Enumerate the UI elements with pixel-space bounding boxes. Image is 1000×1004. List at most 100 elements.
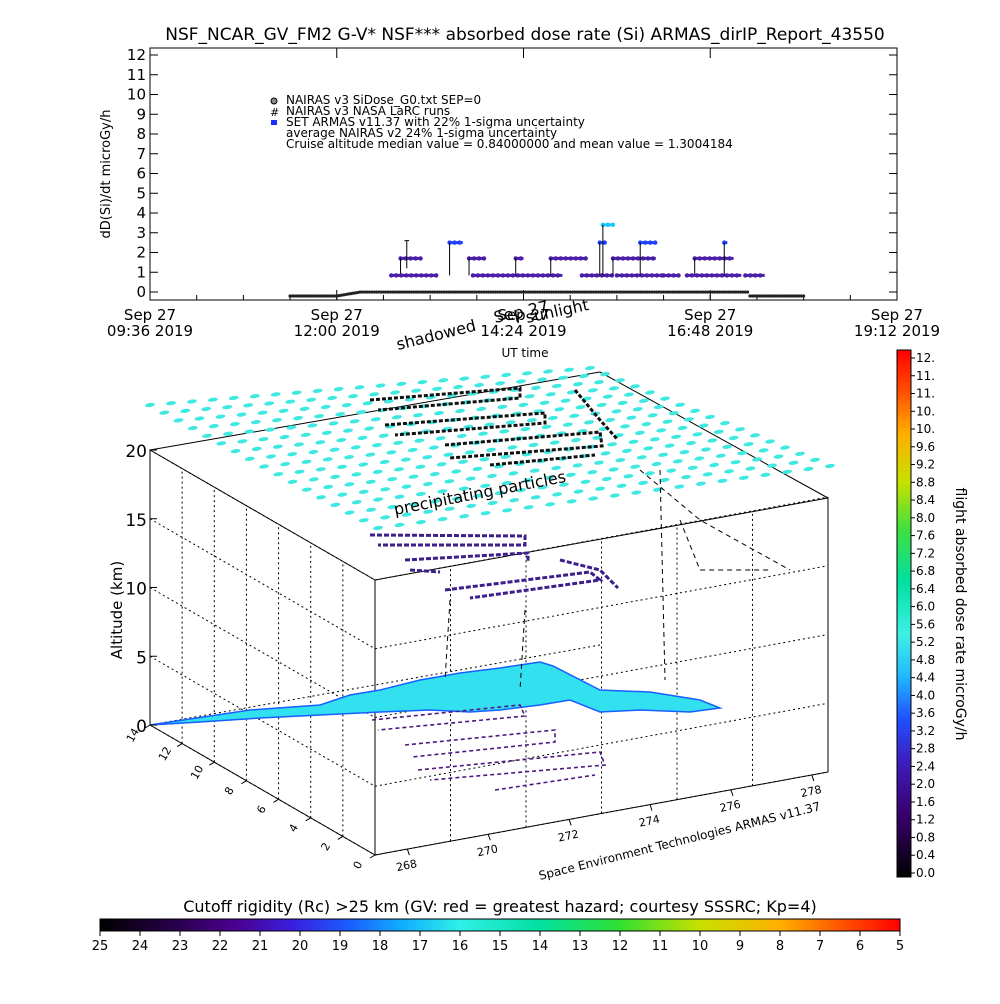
- nairas-point: [535, 290, 540, 294]
- rigidity-tick-label: 24: [132, 939, 149, 954]
- nairas-point: [729, 290, 733, 294]
- x-tick-label-date: Sep 27: [124, 306, 176, 324]
- nairas-point: [290, 294, 294, 298]
- nairas-point: [486, 290, 491, 294]
- armas-point: [545, 273, 551, 278]
- dose-tick-label: 0.4: [916, 848, 935, 862]
- grid-line-left: [149, 518, 376, 650]
- 3d-altitude-plot: [149, 371, 829, 856]
- particle-mark: [249, 394, 260, 399]
- particle-mark: [479, 457, 490, 462]
- lon-tick-label: 274: [638, 813, 661, 830]
- lon-tick-label: 270: [476, 842, 499, 859]
- nairas-point: [689, 290, 694, 294]
- particle-mark: [602, 394, 613, 399]
- armas-point: [505, 273, 511, 278]
- nairas-point: [703, 290, 708, 294]
- rigidity-tick-label: 18: [372, 939, 389, 954]
- particle-mark: [539, 400, 550, 405]
- nairas-point: [671, 290, 675, 294]
- dose-tick-label: 8.0: [916, 511, 935, 525]
- nairas-point: [484, 290, 488, 294]
- particle-mark: [700, 447, 711, 452]
- nairas-point: [566, 290, 570, 294]
- particle-mark: [223, 431, 234, 436]
- armas-point: [644, 273, 650, 278]
- particle-mark: [335, 412, 346, 417]
- particle-mark: [649, 437, 660, 442]
- nairas-point: [720, 290, 724, 294]
- particle-mark: [472, 466, 483, 471]
- armas-point: [719, 273, 725, 278]
- nairas-point: [706, 290, 710, 294]
- nairas-point: [802, 294, 806, 298]
- particle-mark: [243, 403, 254, 408]
- particle-mark: [373, 497, 384, 502]
- particle-mark: [293, 416, 303, 421]
- particle-mark: [605, 417, 616, 423]
- particle-mark: [623, 392, 634, 397]
- nairas-point: [510, 290, 514, 294]
- particle-mark: [758, 448, 769, 453]
- particle-mark: [366, 507, 376, 512]
- nairas-point: [433, 290, 437, 294]
- nairas-point: [400, 290, 404, 294]
- particle-mark: [595, 486, 606, 491]
- nairas-point: [591, 290, 596, 294]
- particle-mark: [501, 481, 512, 486]
- nairas-point: [493, 290, 498, 294]
- nairas-point: [781, 294, 785, 298]
- nairas-point: [575, 290, 579, 294]
- lat-tick-label: 4: [286, 822, 301, 835]
- nairas-point: [795, 294, 799, 298]
- particle-mark: [480, 374, 491, 379]
- nairas-point: [409, 290, 414, 294]
- particle-mark: [434, 411, 444, 416]
- particle-mark: [301, 459, 312, 464]
- particle-mark: [312, 388, 323, 393]
- x-tick-label-time: 16:48 2019: [667, 322, 753, 340]
- particle-mark: [294, 469, 305, 474]
- lat-tick: [209, 761, 215, 766]
- lat-tick: [144, 724, 151, 729]
- armas-point: [535, 273, 541, 278]
- flight-track-upper: [369, 386, 620, 467]
- particle-mark: [695, 481, 706, 486]
- particle-mark: [414, 438, 425, 443]
- particle-mark: [743, 442, 754, 447]
- nairas-point: [391, 290, 395, 294]
- particle-mark: [644, 471, 655, 476]
- particle-mark: [631, 490, 642, 495]
- particle-mark: [291, 390, 302, 395]
- nairas-point: [505, 290, 509, 294]
- particle-mark: [341, 403, 352, 408]
- particle-mark: [810, 457, 820, 462]
- particle-mark: [380, 515, 391, 520]
- particle-mark: [495, 381, 506, 386]
- nairas-point: [297, 294, 301, 298]
- dose-tick-label: 1.6: [916, 795, 935, 809]
- particle-mark: [600, 372, 610, 377]
- armas-point: [520, 273, 526, 278]
- particle-mark: [287, 479, 298, 484]
- nairas-point: [727, 290, 731, 294]
- armas-point: [614, 273, 620, 278]
- particle-mark: [323, 484, 334, 490]
- particle-mark: [229, 422, 240, 427]
- particle-mark: [565, 472, 576, 477]
- particle-mark: [717, 478, 728, 483]
- particle-mark: [308, 477, 319, 482]
- nairas-point: [783, 294, 787, 298]
- nairas-point: [332, 294, 337, 298]
- nairas-point: [393, 290, 397, 294]
- nairas-point: [318, 294, 323, 298]
- armas-point: [394, 273, 399, 278]
- particle-mark: [575, 405, 586, 410]
- particle-mark: [694, 456, 705, 461]
- nairas-point: [307, 294, 311, 298]
- particle-mark: [679, 450, 690, 455]
- particle-mark: [444, 479, 455, 484]
- lat-tick-label: 2: [318, 840, 333, 853]
- armas-point: [475, 273, 481, 278]
- legend-entry: SET ARMAS v11.37 with 22% 1-sigma uncert…: [286, 115, 585, 129]
